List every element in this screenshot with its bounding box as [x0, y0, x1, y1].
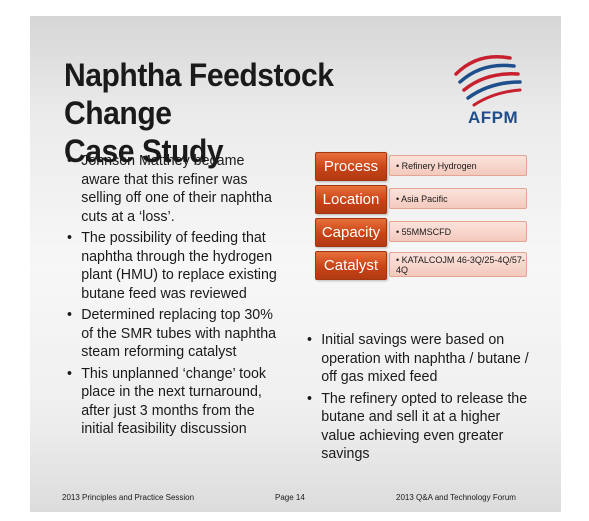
- bullet-glyph: •: [66, 306, 72, 323]
- footer-session: 2013 Principles and Practice Session: [62, 493, 195, 502]
- capacity-value: • 55MMSCFD: [389, 221, 527, 242]
- footer-forum: 2013 Q&A and Technology Forum: [396, 493, 516, 502]
- title-line-2: Case Study: [64, 133, 224, 169]
- list-item: • Determined replacing top 30% of the SMR…: [66, 306, 277, 360]
- slide: Naphtha Feedstock Change Case Study AFPM…: [30, 16, 561, 512]
- bullet-glyph: •: [66, 229, 72, 246]
- footer-page-number: Page 14: [275, 493, 305, 502]
- process-label: Process: [315, 152, 387, 181]
- list-item: • Initial savings were based on operation…: [306, 331, 529, 385]
- location-value: • Asia Pacific: [389, 188, 527, 209]
- left-bullet-list: • Johnson Matthey became aware that this …: [66, 152, 294, 442]
- table-row: Process • Refinery Hydrogen: [315, 152, 530, 181]
- list-item: • This unplanned ‘change’ took place in t…: [66, 364, 267, 438]
- catalyst-label: Catalyst: [315, 251, 387, 280]
- bullet-glyph: •: [306, 331, 312, 348]
- afpm-logo-text: AFPM: [468, 108, 519, 127]
- location-label: Location: [315, 185, 387, 214]
- list-item: • The possibility of feeding that naphtha…: [66, 229, 277, 302]
- list-item: • The refinery opted to release the butan…: [306, 389, 528, 463]
- title-line-1: Naphtha Feedstock Change: [64, 57, 334, 131]
- list-item: • Johnson Matthey became aware that this …: [66, 152, 272, 225]
- bullet-glyph: •: [66, 152, 72, 169]
- afpm-logo-icon: [454, 55, 522, 107]
- table-row: Location • Asia Pacific: [315, 185, 530, 214]
- project-details-table: Process • Refinery Hydrogen Location • A…: [315, 152, 530, 284]
- bullet-glyph: •: [306, 389, 312, 407]
- process-value: • Refinery Hydrogen: [389, 155, 527, 176]
- capacity-label: Capacity: [315, 218, 387, 247]
- slide-title: Naphtha Feedstock Change Case Study: [64, 56, 440, 170]
- bullet-glyph: •: [66, 364, 72, 382]
- table-row: Catalyst • KATALCOJM 46-3Q/25-4Q/57-4Q: [315, 251, 530, 280]
- right-bullet-list: • Initial savings were based on operation…: [306, 331, 542, 467]
- catalyst-value: • KATALCOJM 46-3Q/25-4Q/57-4Q: [389, 252, 527, 277]
- table-row: Capacity • 55MMSCFD: [315, 218, 530, 247]
